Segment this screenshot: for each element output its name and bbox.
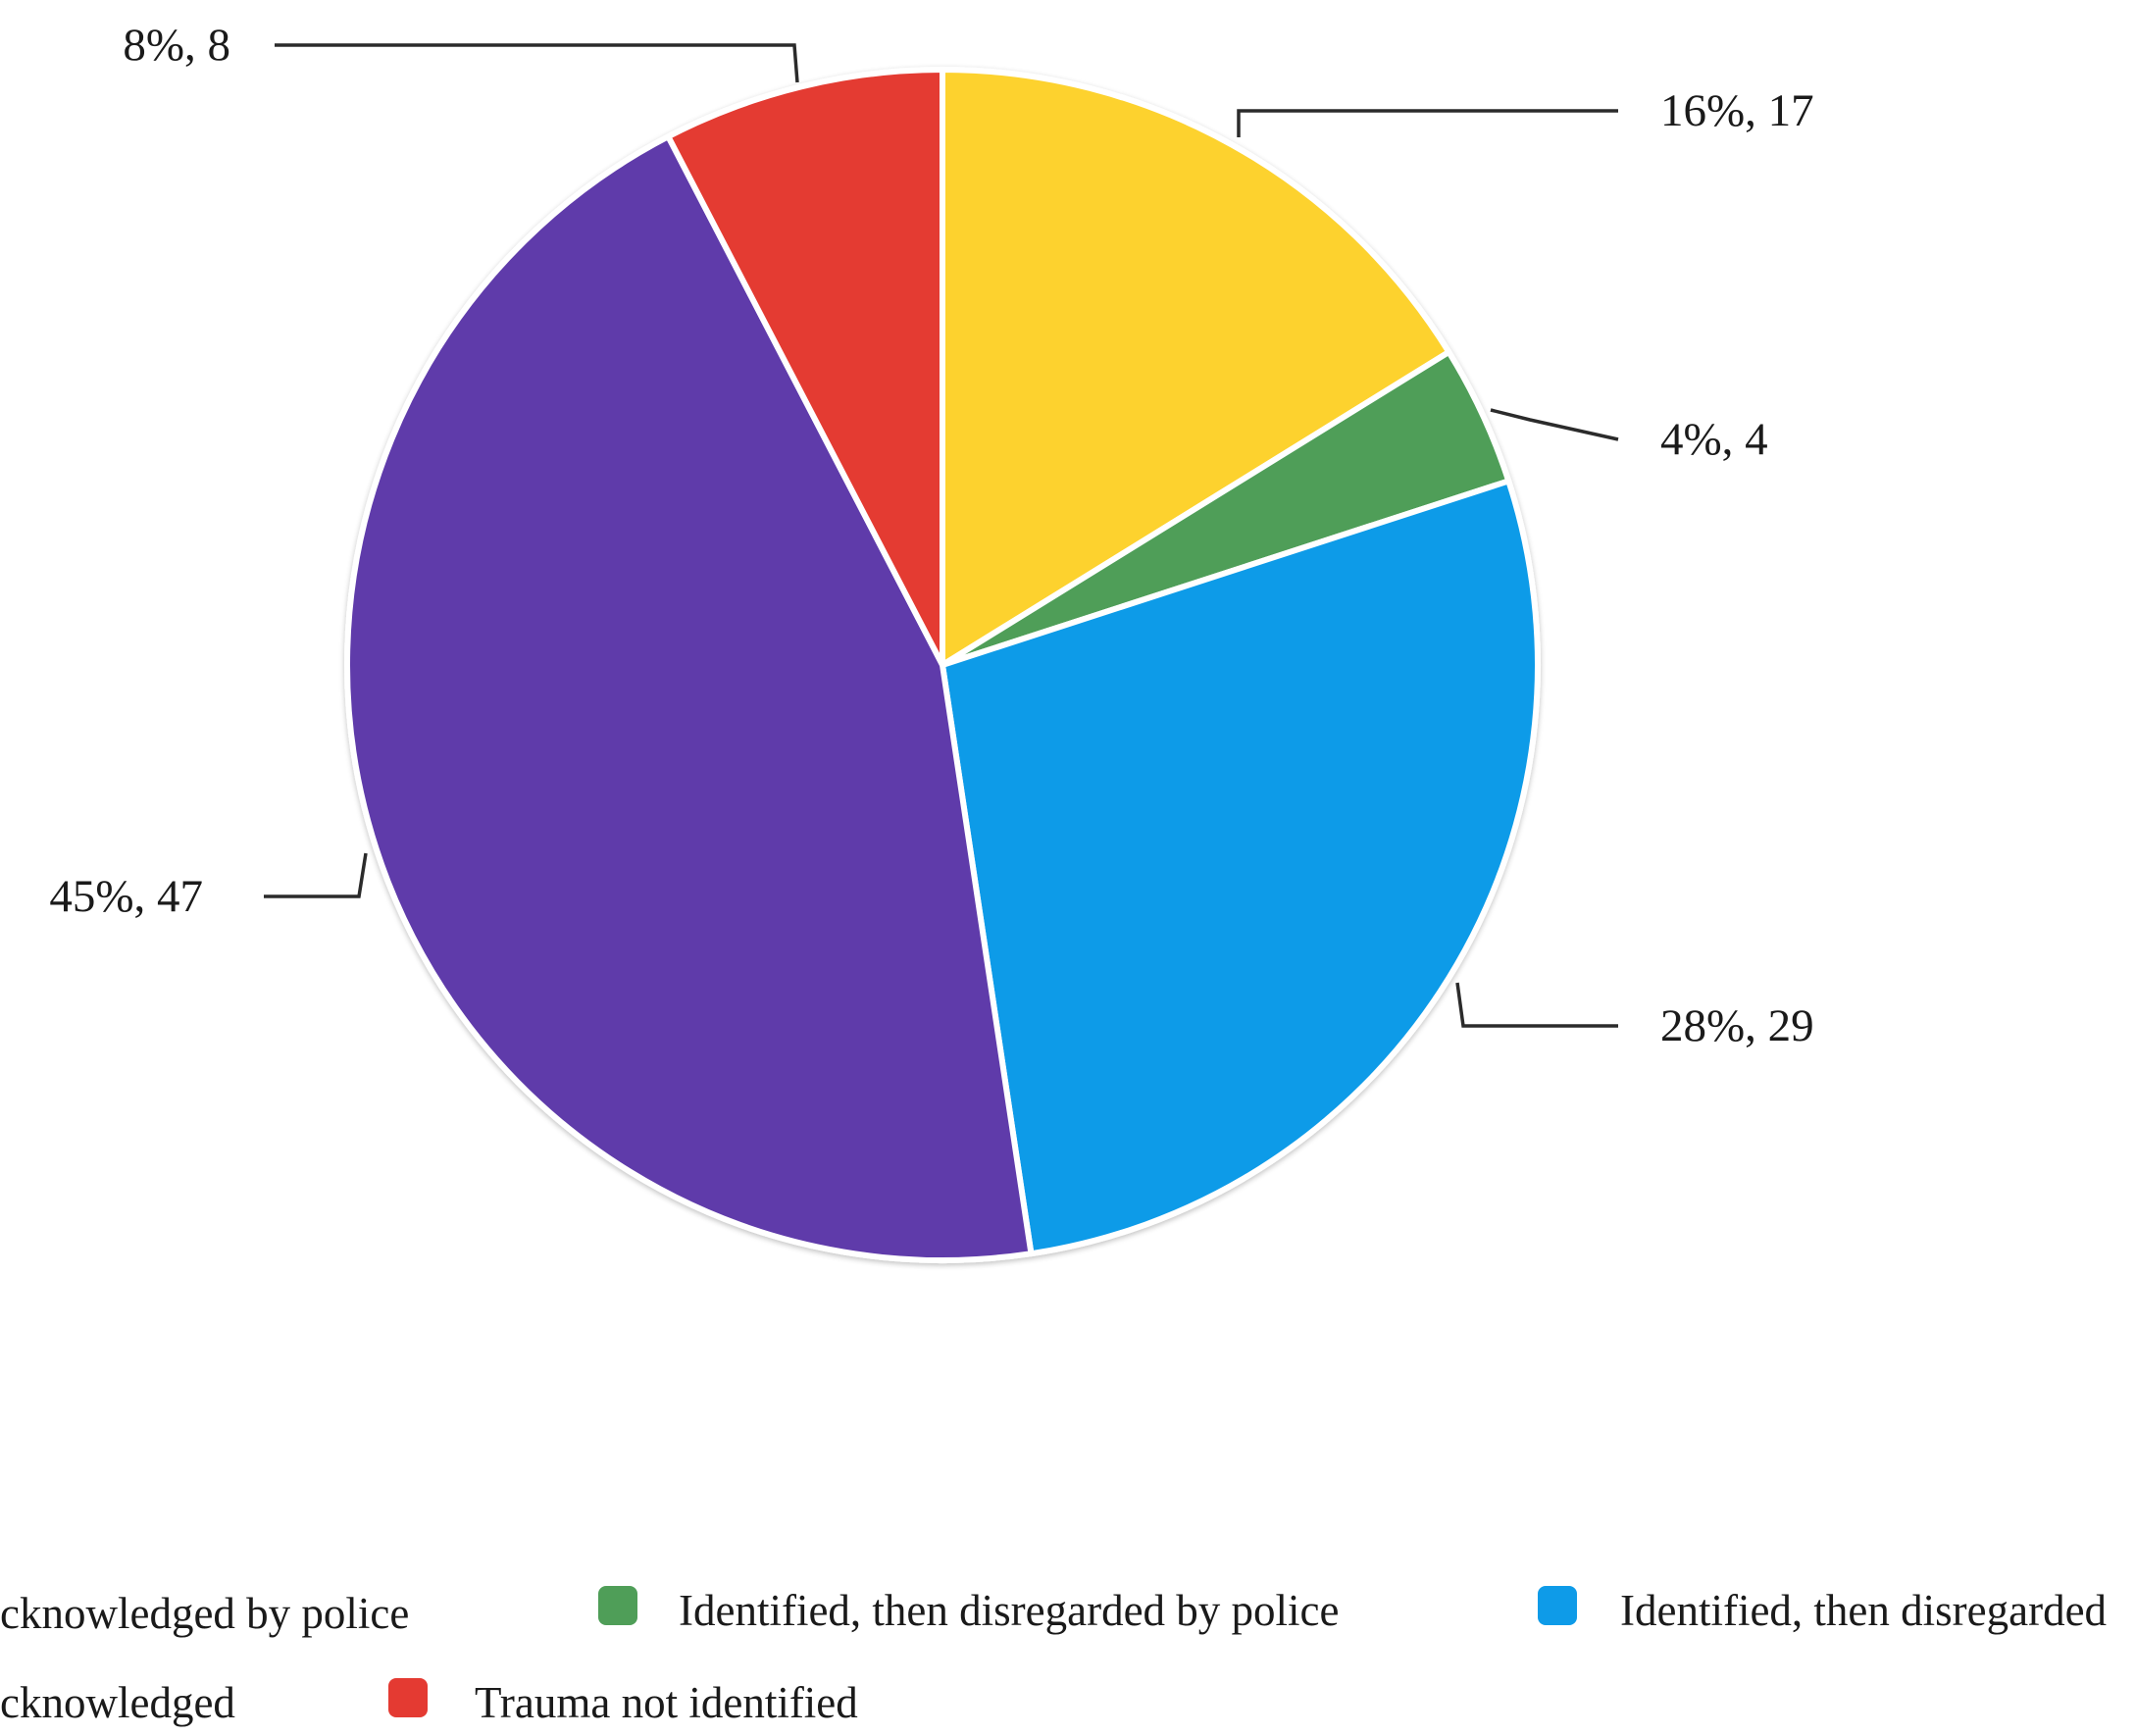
pie-slice-identified-then-disregarded bbox=[940, 478, 1541, 1257]
pie-slice-trauma-not-identified bbox=[665, 67, 945, 668]
leader-line bbox=[1455, 982, 1618, 1028]
legend-swatch bbox=[598, 1586, 637, 1625]
pie-slice-trauma-identified-and-acknowledged bbox=[344, 133, 1035, 1263]
leader-line bbox=[1237, 109, 1618, 137]
legend-label: Identified, then disregarded bbox=[1620, 1586, 2107, 1635]
legend-label: cknowledged by police bbox=[0, 1589, 409, 1638]
slice-data-label: 16%, 17 bbox=[1660, 85, 1814, 136]
legend-item-identified-then-disregarded: Identified, then disregarded bbox=[1538, 1586, 2107, 1635]
slice-data-label: 4%, 4 bbox=[1660, 414, 1768, 465]
leader-line bbox=[1490, 408, 1619, 441]
slice-data-label: 45%, 47 bbox=[49, 871, 203, 922]
legend-swatch bbox=[388, 1678, 428, 1717]
legend: cknowledged by police Identified, then di… bbox=[0, 1586, 2107, 1727]
slice-data-label: 28%, 29 bbox=[1660, 1000, 1814, 1051]
legend-item-identified-then-disregarded-by-police: Identified, then disregarded by police bbox=[598, 1586, 1340, 1635]
legend-item-trauma-not-identified: Trauma not identified bbox=[388, 1678, 858, 1727]
legend-label: Identified, then disregarded by police bbox=[679, 1586, 1340, 1635]
legend-swatch bbox=[1538, 1586, 1577, 1625]
legend-item-cknowledged: cknowledged bbox=[0, 1678, 235, 1727]
leader-line bbox=[275, 43, 799, 83]
pie-slice-trauma-identified-and-acknowledged-by-police bbox=[940, 67, 1452, 668]
legend-label: cknowledged bbox=[0, 1678, 235, 1727]
slice-data-label: 8%, 8 bbox=[123, 20, 230, 71]
slice-labels: 16%, 17 4%, 4 28%, 29 45%, 47 8%, 8 bbox=[49, 20, 1813, 1051]
legend-label: Trauma not identified bbox=[475, 1678, 858, 1727]
leader-line bbox=[264, 852, 368, 898]
legend-item-cknowledged-by-police: cknowledged by police bbox=[0, 1589, 409, 1638]
pie-slices bbox=[344, 67, 1541, 1263]
leader-lines bbox=[264, 43, 1619, 1028]
